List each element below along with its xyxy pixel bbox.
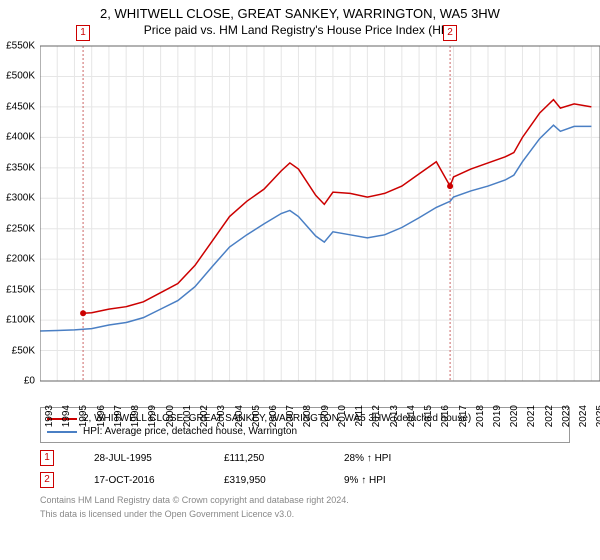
- x-tick-label: 2022: [544, 405, 555, 427]
- x-tick-label: 2009: [320, 405, 331, 427]
- y-tick-label: £50K: [12, 345, 35, 356]
- transaction-row: 1 28-JUL-1995 £111,250 28% ↑ HPI: [40, 447, 600, 469]
- y-tick-label: £300K: [6, 193, 35, 204]
- y-tick-label: £200K: [6, 254, 35, 265]
- legend-label-2: HPI: Average price, detached house, Warr…: [83, 426, 297, 437]
- x-tick-label: 2013: [389, 405, 400, 427]
- x-tick-label: 1995: [78, 405, 89, 427]
- x-tick-label: 2010: [337, 405, 348, 427]
- y-tick-label: £250K: [6, 223, 35, 234]
- y-tick-label: £450K: [6, 101, 35, 112]
- y-tick-label: £150K: [6, 284, 35, 295]
- txn-date: 28-JUL-1995: [94, 453, 184, 464]
- txn-delta: 9% ↑ HPI: [344, 475, 386, 486]
- x-tick-label: 2012: [371, 405, 382, 427]
- line-chart: [40, 41, 600, 401]
- x-tick-label: 1994: [61, 405, 72, 427]
- txn-marker: 2: [40, 472, 54, 488]
- txn-price: £111,250: [224, 453, 304, 464]
- legend-swatch-2: [47, 431, 77, 433]
- y-tick-label: £550K: [6, 41, 35, 52]
- y-tick-label: £500K: [6, 71, 35, 82]
- txn-marker: 1: [40, 450, 54, 466]
- txn-price: £319,950: [224, 475, 304, 486]
- x-tick-label: 1998: [130, 405, 141, 427]
- x-tick-label: 2005: [251, 405, 262, 427]
- x-tick-label: 2003: [216, 405, 227, 427]
- txn-date: 17-OCT-2016: [94, 475, 184, 486]
- x-tick-label: 2006: [268, 405, 279, 427]
- x-tick-label: 1999: [147, 405, 158, 427]
- x-tick-label: 2020: [509, 405, 520, 427]
- footer-line-1: Contains HM Land Registry data © Crown c…: [40, 491, 600, 505]
- x-tick-label: 2000: [165, 405, 176, 427]
- footer-line-2: This data is licensed under the Open Gov…: [40, 505, 600, 519]
- x-tick-label: 2001: [182, 405, 193, 427]
- x-tick-label: 2011: [354, 405, 365, 427]
- chart-marker-1: 1: [76, 25, 90, 41]
- x-tick-label: 2008: [302, 405, 313, 427]
- x-tick-label: 2019: [492, 405, 503, 427]
- x-tick-label: 2015: [423, 405, 434, 427]
- x-tick-label: 2007: [285, 405, 296, 427]
- y-tick-label: £0: [24, 376, 35, 387]
- x-tick-label: 2002: [199, 405, 210, 427]
- y-tick-label: £400K: [6, 132, 35, 143]
- transaction-row: 2 17-OCT-2016 £319,950 9% ↑ HPI: [40, 469, 600, 491]
- y-tick-label: £350K: [6, 162, 35, 173]
- x-tick-label: 2023: [561, 405, 572, 427]
- txn-delta: 28% ↑ HPI: [344, 453, 391, 464]
- chart-marker-2: 2: [443, 25, 457, 41]
- x-tick-label: 2024: [578, 405, 589, 427]
- x-tick-label: 2016: [440, 405, 451, 427]
- x-tick-label: 2004: [234, 405, 245, 427]
- x-tick-label: 1996: [96, 405, 107, 427]
- chart-title: 2, WHITWELL CLOSE, GREAT SANKEY, WARRING…: [0, 0, 600, 21]
- x-tick-label: 2025: [595, 405, 600, 427]
- chart-area: £0£50K£100K£150K£200K£250K£300K£350K£400…: [40, 41, 600, 401]
- x-tick-label: 1993: [44, 405, 55, 427]
- x-tick-label: 2014: [406, 405, 417, 427]
- x-tick-label: 2018: [475, 405, 486, 427]
- x-tick-label: 2021: [526, 405, 537, 427]
- x-tick-label: 1997: [113, 405, 124, 427]
- y-tick-label: £100K: [6, 315, 35, 326]
- x-tick-label: 2017: [458, 405, 469, 427]
